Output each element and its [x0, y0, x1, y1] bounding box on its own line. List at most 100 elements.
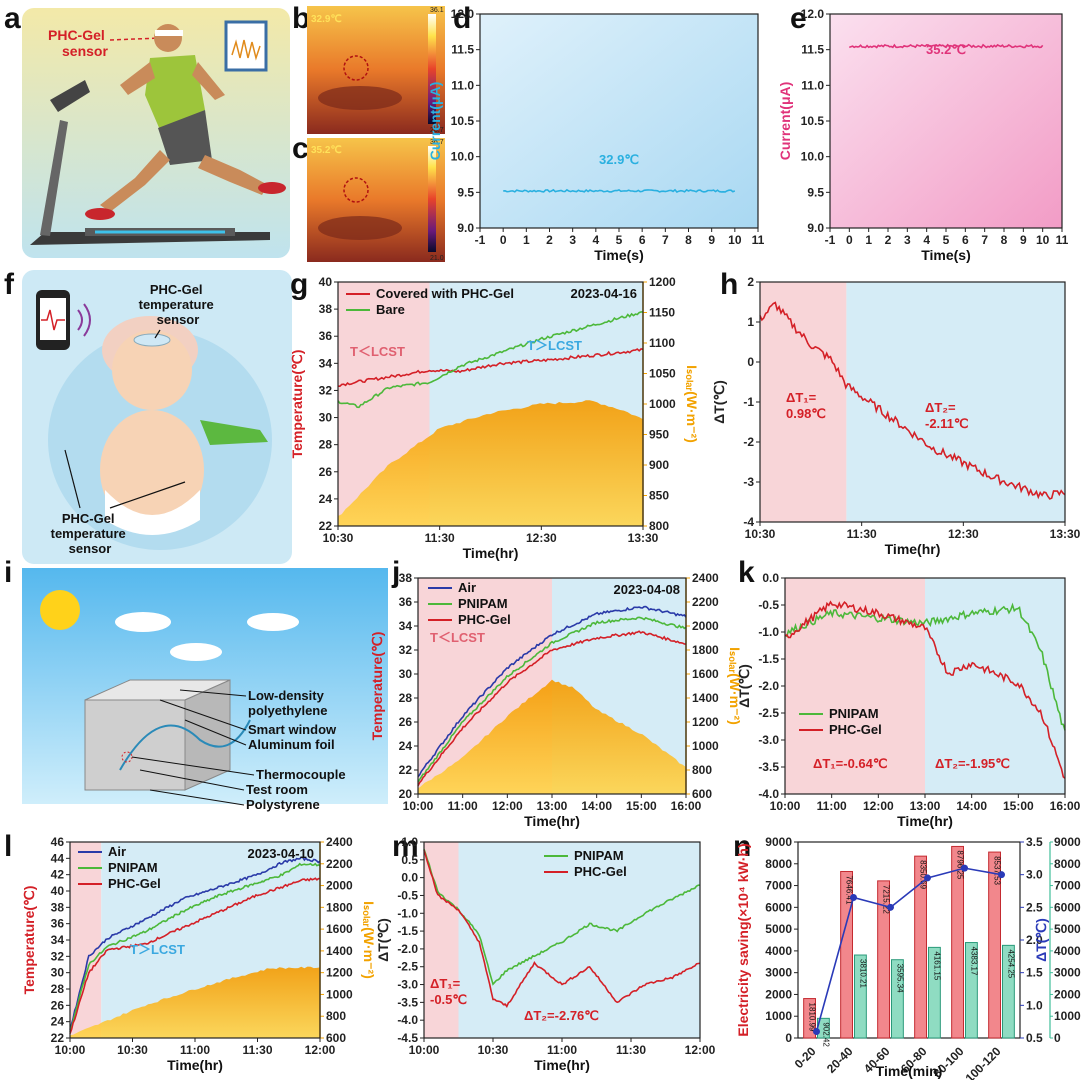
sun-icon	[40, 590, 80, 630]
panel-i: i Low-density polyethylene Smart window A…	[4, 556, 388, 812]
panel-label-i: i	[4, 556, 12, 589]
delta-annotation-line: 0.98℃	[786, 406, 826, 421]
solar-irradiance-area	[70, 966, 320, 1038]
y-tick-label: -3.5	[397, 995, 418, 1009]
y-tick-label: 24	[51, 1015, 65, 1029]
y2-tick-label: 1600	[326, 922, 353, 936]
y-tick-label: -4.0	[397, 1013, 418, 1027]
x-tick-label: 7	[981, 233, 988, 247]
y-tick-label: -0.5	[758, 598, 779, 612]
x-tick-label: -1	[475, 233, 486, 247]
baby-head	[112, 330, 192, 410]
y-tick-label: 36	[319, 329, 333, 343]
panel-f: f PHC-Gel temperature sensor PHC-Gel tem…	[4, 268, 292, 564]
y-tick-label: 3000	[765, 966, 792, 980]
sensor-label-top-line1: PHC-Gel	[150, 282, 203, 297]
delta-t-point	[924, 874, 931, 882]
series-line-pnipam	[69, 862, 321, 1033]
x-tick-label: 16:00	[1050, 799, 1081, 813]
sunglasses-b	[318, 86, 402, 110]
y-axis-title: ΔT(℃)	[711, 380, 727, 424]
y-tick-label: -2.5	[397, 960, 418, 974]
bar-label-electricity: 7215.22	[882, 885, 891, 914]
x-tick-label: 7	[662, 233, 669, 247]
x-tick-label: 1	[523, 233, 530, 247]
scale-min-b: 20.7	[430, 127, 444, 134]
y-tick-label: -1.5	[758, 652, 779, 666]
y-tick-label: 24	[399, 739, 413, 753]
y2-tick-label: 2000	[326, 879, 353, 893]
region-label-hi: T＞LCST	[527, 338, 582, 353]
diaper	[105, 490, 200, 535]
phone-screen	[40, 298, 66, 340]
layer-label-0-line1: Low-density	[248, 688, 325, 703]
y3-tick-label: 1.5	[1026, 966, 1043, 980]
pointer-top	[154, 329, 161, 339]
delta-annotation-2: ΔT₂= -2.11℃	[925, 400, 969, 431]
y-tick-label: 6000	[765, 900, 792, 914]
y2-tick-label: 1200	[326, 966, 353, 980]
y2-tick-label: 600	[326, 1031, 346, 1045]
region-label-hi: T＞LCST	[130, 942, 185, 957]
bar-electricity-40-60	[877, 880, 890, 1039]
y-tick-label: 36	[399, 595, 413, 609]
sensor-label-top-line3: sensor	[157, 312, 200, 327]
series-line-pnipam	[417, 616, 687, 783]
x-tick-label: 12:00	[685, 1043, 716, 1057]
y-tick-label: 32	[399, 643, 413, 657]
panel-label-b: b	[292, 2, 310, 35]
treadmill-icon	[30, 80, 270, 245]
bar-label-expenditure: 4254.25	[1006, 949, 1015, 978]
thermocouple-wire	[119, 719, 251, 771]
series-line-covered-with-phc-gel	[338, 348, 644, 387]
bar-electricity-0-20	[803, 998, 816, 1039]
x-tick-label: 16:00	[671, 799, 702, 813]
thermal-temp-c: 35.2℃	[311, 145, 342, 156]
x-tick-label: 13:30	[628, 531, 659, 545]
bar-electricity-20-40	[840, 870, 853, 1039]
measure-circle-c	[343, 177, 369, 203]
y-tick-label: 0	[785, 1031, 792, 1045]
thermal-temp-b: 32.9℃	[311, 14, 342, 25]
box-side	[184, 679, 231, 791]
layer-labels: Low-density polyethylene Smart window Alu…	[246, 688, 346, 812]
baby-body	[100, 410, 204, 530]
x-tick-label: 10:30	[745, 527, 776, 541]
y2-tick-label: 900	[649, 458, 669, 472]
panel-label-d: d	[453, 2, 471, 35]
y-tick-label: -2.5	[758, 706, 779, 720]
y-tick-label: 32	[51, 949, 65, 963]
color-scale-b	[428, 14, 436, 124]
y-tick-label: 38	[51, 900, 65, 914]
delta-annotation-line: ΔT₂=-1.95℃	[935, 756, 1010, 771]
series-line-air	[69, 856, 321, 1030]
chart-l: l 600 800 1000 1200 1400 1600 1800 2000 2200 2400 I…	[4, 830, 377, 1073]
series-line-phc-gel	[784, 600, 1066, 779]
legend-entry: PNIPAM	[108, 860, 158, 875]
x-axis-title: Time(hr)	[524, 813, 580, 829]
y2-tick-label: 1600	[692, 667, 719, 681]
pointer-bottom-left	[64, 449, 81, 509]
delta-annotation-2: ΔT₂=-2.76℃	[524, 1008, 599, 1023]
layer-label-3: Thermocouple	[256, 767, 346, 782]
y3-tick-label: 0.5	[1026, 1031, 1043, 1045]
y-axis-title: Electricity saving(×10⁴ kW·h)	[735, 843, 751, 1036]
pointer-foil	[184, 719, 247, 746]
y-tick-label: 46	[51, 835, 65, 849]
pointer-window	[159, 699, 247, 731]
series-line-bare	[337, 311, 644, 409]
y-tick-label: -1.5	[397, 924, 418, 938]
layer-label-0: Low-density polyethylene	[248, 688, 327, 718]
y2-tick-label: 2200	[326, 857, 353, 871]
x-tick-label: 12:00	[305, 1043, 336, 1057]
x-tick-label: 10:30	[117, 1043, 148, 1057]
y-tick-label: 30	[399, 667, 413, 681]
bar-label-electricity: 7646.41	[845, 875, 854, 904]
delta-t-point	[850, 894, 857, 902]
panel-label-g: g	[290, 268, 308, 301]
y-tick-label: -1.0	[758, 625, 779, 639]
x-tick-label: 13:00	[537, 799, 568, 813]
x-tick-label: 11:00	[547, 1043, 577, 1057]
x-tick-label: 11:30	[242, 1043, 272, 1057]
y2-tick-label: 6000	[1054, 900, 1081, 914]
